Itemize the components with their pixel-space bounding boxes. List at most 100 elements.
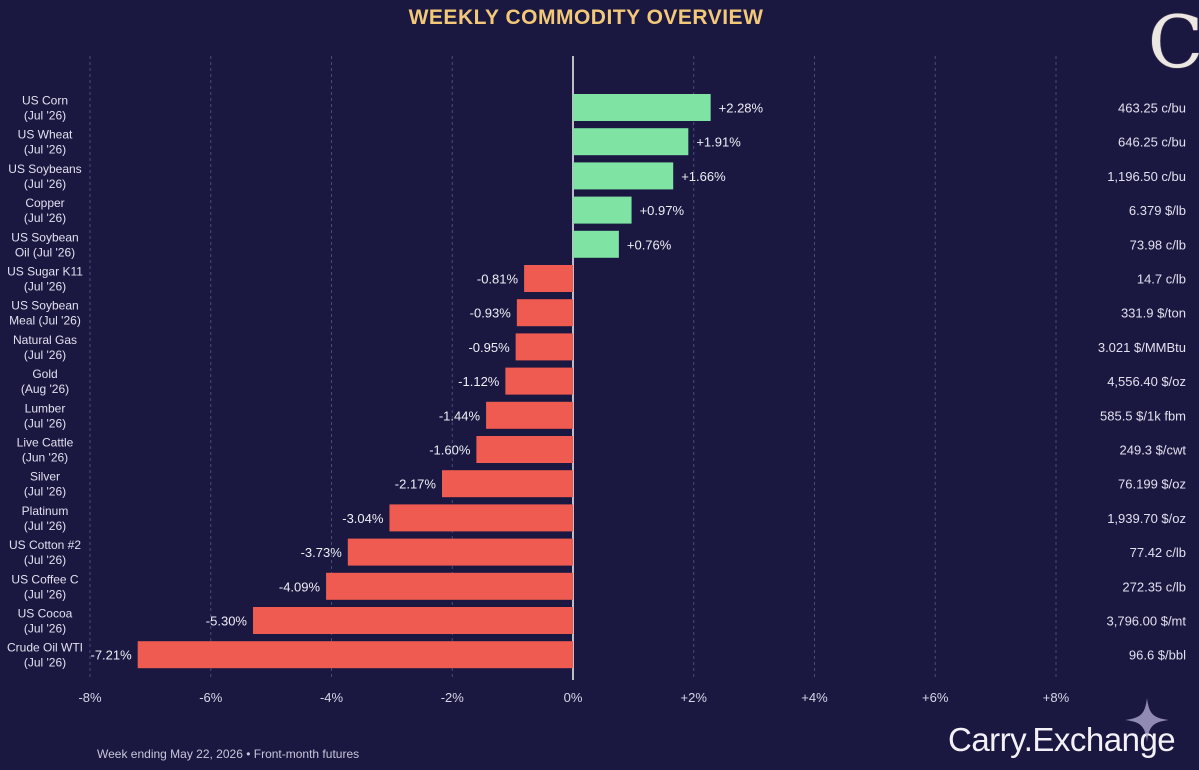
category-label: Gold bbox=[32, 367, 57, 381]
category-label: Live Cattle bbox=[17, 436, 74, 450]
x-tick-label: 0% bbox=[564, 690, 583, 705]
price-label: 1,196.50 c/bu bbox=[1107, 169, 1186, 184]
price-label: 646.25 c/bu bbox=[1118, 135, 1186, 150]
data-label: +0.97% bbox=[640, 203, 685, 218]
x-tick-label: +8% bbox=[1043, 690, 1070, 705]
price-label: 331.9 $/ton bbox=[1121, 306, 1186, 321]
price-label: 463.25 c/bu bbox=[1118, 101, 1186, 116]
data-label: +1.66% bbox=[681, 169, 726, 184]
category-label: Crude Oil WTI bbox=[7, 641, 83, 655]
category-label: US Cotton #2 bbox=[9, 538, 81, 552]
category-label: (Jul '26) bbox=[24, 622, 66, 636]
data-label: -0.81% bbox=[477, 272, 519, 287]
category-label: US Soybean bbox=[11, 230, 78, 244]
data-label: +2.28% bbox=[719, 101, 764, 116]
price-label: 77.42 c/lb bbox=[1130, 545, 1186, 560]
price-label: 3.021 $/MMBtu bbox=[1098, 340, 1186, 355]
price-label: 249.3 $/cwt bbox=[1120, 443, 1187, 458]
category-label: (Jul '26) bbox=[24, 177, 66, 191]
x-tick-label: +2% bbox=[681, 690, 708, 705]
bar bbox=[347, 538, 573, 566]
bar bbox=[516, 299, 573, 327]
x-tick-label: -2% bbox=[441, 690, 465, 705]
price-label: 272.35 c/lb bbox=[1122, 579, 1186, 594]
x-tick-label: +6% bbox=[922, 690, 949, 705]
data-label: -3.04% bbox=[342, 511, 384, 526]
category-label: US Cocoa bbox=[18, 607, 73, 621]
price-label: 585.5 $/1k fbm bbox=[1100, 408, 1186, 423]
category-label: (Jul '26) bbox=[24, 416, 66, 430]
category-label: (Jul '26) bbox=[24, 109, 66, 123]
category-label: Silver bbox=[30, 470, 60, 484]
price-label: 6.379 $/lb bbox=[1129, 203, 1186, 218]
data-label: -2.17% bbox=[395, 477, 437, 492]
x-tick-label: -4% bbox=[320, 690, 344, 705]
bar bbox=[326, 572, 573, 600]
category-label: (Jul '26) bbox=[24, 143, 66, 157]
bar bbox=[573, 230, 619, 258]
data-label: -0.95% bbox=[468, 340, 510, 355]
x-tick-label: +4% bbox=[801, 690, 828, 705]
data-label: -1.12% bbox=[458, 374, 500, 389]
bar bbox=[253, 607, 573, 634]
category-label: Meal (Jul '26) bbox=[9, 314, 81, 328]
brand-name: Carry.Exchange bbox=[948, 721, 1176, 758]
price-label: 3,796.00 $/mt bbox=[1107, 614, 1187, 629]
category-label: (Jul '26) bbox=[24, 656, 66, 670]
bar bbox=[524, 265, 573, 292]
bar bbox=[515, 333, 573, 361]
bar bbox=[441, 470, 573, 498]
category-label: (Jul '26) bbox=[24, 485, 66, 499]
bar bbox=[389, 504, 573, 532]
price-label: 73.98 c/lb bbox=[1130, 237, 1186, 252]
category-label: US Sugar K11 bbox=[7, 265, 83, 279]
bar bbox=[137, 641, 574, 669]
bar bbox=[573, 94, 711, 121]
price-label: 1,939.70 $/oz bbox=[1107, 511, 1186, 526]
category-label: (Jun '26) bbox=[22, 451, 68, 465]
x-tick-label: -6% bbox=[199, 690, 223, 705]
logo-mark: C bbox=[1148, 0, 1199, 84]
data-label: -3.73% bbox=[301, 545, 343, 560]
bar bbox=[476, 436, 573, 463]
data-label: -5.30% bbox=[206, 614, 248, 629]
bar bbox=[573, 162, 674, 190]
category-label: (Jul '26) bbox=[24, 553, 66, 567]
category-label: Copper bbox=[25, 196, 64, 210]
category-label: US Soybean bbox=[11, 299, 78, 313]
category-label: US Wheat bbox=[18, 128, 73, 142]
price-label: 14.7 c/lb bbox=[1137, 272, 1186, 287]
category-label: (Jul '26) bbox=[24, 280, 66, 294]
category-label: US Coffee C bbox=[11, 572, 78, 586]
bar bbox=[505, 367, 573, 395]
data-label: -0.93% bbox=[470, 306, 512, 321]
price-label: 4,556.40 $/oz bbox=[1107, 374, 1186, 389]
category-label: (Aug '26) bbox=[21, 382, 69, 396]
bar bbox=[573, 128, 689, 156]
category-label: Natural Gas bbox=[13, 333, 77, 347]
bar bbox=[573, 196, 632, 224]
data-label: -1.44% bbox=[439, 408, 481, 423]
bar bbox=[486, 401, 573, 429]
footnote: Week ending May 22, 2026 • Front-month f… bbox=[97, 747, 360, 761]
category-label: (Jul '26) bbox=[24, 587, 66, 601]
chart-title: WEEKLY COMMODITY OVERVIEW bbox=[408, 6, 764, 29]
sparkle-icon bbox=[1125, 698, 1169, 742]
category-label: Lumber bbox=[25, 401, 66, 415]
category-label: (Jul '26) bbox=[24, 348, 66, 362]
price-label: 76.199 $/oz bbox=[1118, 477, 1186, 492]
x-tick-label: -8% bbox=[78, 690, 102, 705]
data-label: -1.60% bbox=[429, 443, 471, 458]
category-label: US Soybeans bbox=[8, 162, 81, 176]
data-label: -7.21% bbox=[90, 648, 132, 663]
data-label: -4.09% bbox=[279, 579, 321, 594]
data-label: +0.76% bbox=[627, 237, 672, 252]
price-label: 96.6 $/bbl bbox=[1129, 648, 1186, 663]
category-label: Oil (Jul '26) bbox=[15, 245, 75, 259]
category-label: US Corn bbox=[22, 94, 68, 108]
category-label: Platinum bbox=[22, 504, 69, 518]
data-label: +1.91% bbox=[696, 135, 741, 150]
category-label: (Jul '26) bbox=[24, 519, 66, 533]
category-label: (Jul '26) bbox=[24, 211, 66, 225]
